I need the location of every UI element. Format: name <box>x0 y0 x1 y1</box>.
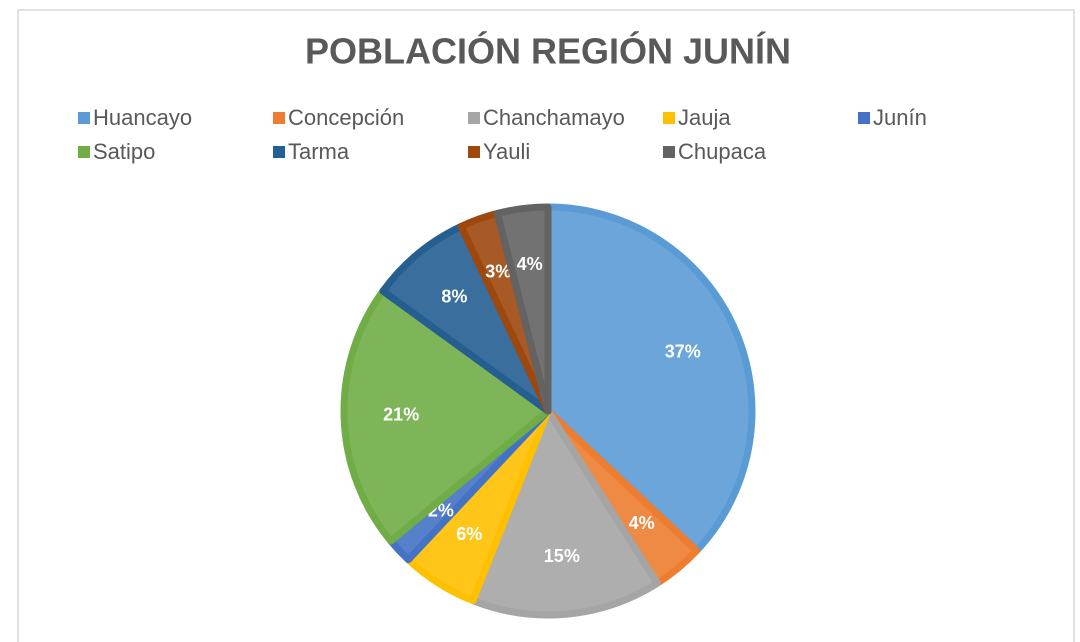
legend-label: Yauli <box>483 139 530 164</box>
legend-label: Chupaca <box>678 139 767 164</box>
legend-swatch <box>858 112 870 124</box>
chart-title: POBLACIÓN REGIÓN JUNÍN <box>305 30 791 72</box>
legend-swatch <box>273 112 285 124</box>
data-label: 4% <box>629 513 655 533</box>
pie-slice <box>340 287 552 545</box>
data-label: 3% <box>485 262 511 282</box>
pie-slice <box>469 407 661 619</box>
data-label: 6% <box>456 524 482 544</box>
legend-label: Huancayo <box>93 105 192 130</box>
data-label: 37% <box>665 341 701 361</box>
legend-swatch <box>78 112 90 124</box>
legend-swatch <box>663 112 675 124</box>
legend-label: Junín <box>873 105 927 130</box>
legend-swatch <box>273 146 285 158</box>
legend-swatch <box>468 146 480 158</box>
data-label: 21% <box>383 404 419 424</box>
legend-swatch <box>78 146 90 158</box>
legend-label: Satipo <box>93 139 155 164</box>
legend-swatch <box>663 146 675 158</box>
legend-label: Chanchamayo <box>483 105 625 130</box>
data-label: 4% <box>517 254 543 274</box>
legend-swatch <box>468 112 480 124</box>
legend-label: Jauja <box>678 105 731 130</box>
data-label: 15% <box>544 546 580 566</box>
data-label: 8% <box>441 287 467 307</box>
pie-slice <box>544 203 756 555</box>
pie-slice <box>493 203 552 415</box>
legend-label: Concepción <box>288 105 404 130</box>
legend-label: Tarma <box>288 139 350 164</box>
